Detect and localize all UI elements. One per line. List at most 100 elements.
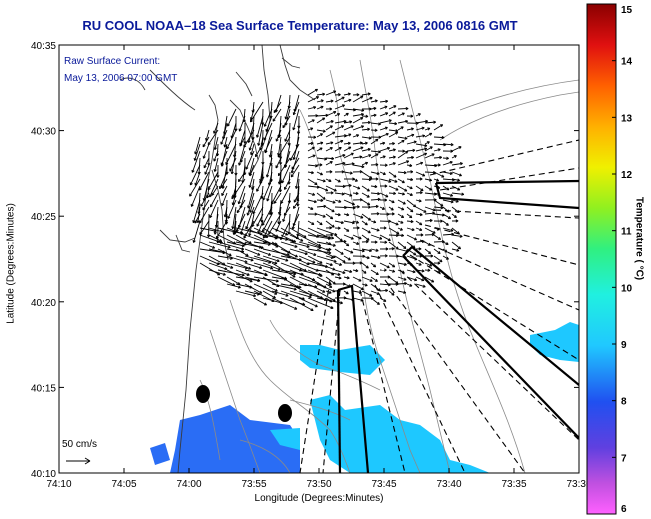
current-vector-arrow-icon: [220, 150, 228, 166]
current-vector-arrow-icon: [343, 199, 355, 206]
current-vector-arrow-icon: [406, 177, 414, 182]
current-vector-arrow-icon: [334, 262, 343, 266]
current-vector-arrow-icon: [415, 220, 423, 226]
current-vector-arrow-icon: [246, 192, 255, 216]
current-vector-arrow-icon: [442, 255, 449, 260]
current-vector-arrow-icon: [397, 199, 406, 205]
current-vector-arrow-icon: [361, 114, 369, 118]
current-vector-arrow-icon: [271, 290, 289, 297]
current-vector-arrow-icon: [307, 255, 323, 264]
current-vector-arrow-icon: [194, 213, 201, 224]
current-vector-arrow-icon: [220, 178, 228, 188]
current-vector-arrow-icon: [424, 178, 433, 182]
current-vector-arrow-icon: [226, 241, 245, 248]
current-vector-arrow-icon: [397, 276, 407, 281]
current-vector-arrow-icon: [352, 93, 360, 97]
current-vector-arrow-icon: [424, 127, 431, 131]
current-vector-arrow-icon: [316, 220, 323, 226]
current-vector-arrow-icon: [325, 107, 333, 111]
current-vector-arrow-icon: [231, 178, 246, 200]
current-vector-arrow-icon: [406, 255, 418, 261]
current-vector-arrow-icon: [343, 171, 353, 175]
coastline: [119, 45, 316, 473]
current-vector-arrow-icon: [424, 276, 435, 283]
current-vector-arrow-icon: [424, 211, 435, 215]
current-vector-arrow-icon: [370, 248, 379, 252]
current-vector-arrow-icon: [316, 192, 326, 200]
current-vector-arrow-icon: [451, 219, 459, 223]
current-vector-arrow-icon: [216, 164, 220, 178]
current-vector-arrow-icon: [442, 248, 448, 253]
current-vector-arrow-icon: [343, 98, 352, 103]
current-vector-arrow-icon: [213, 122, 219, 134]
current-vector-arrow-icon: [253, 297, 267, 306]
current-vector-arrow-icon: [379, 226, 387, 230]
current-vector-arrow-icon: [298, 297, 318, 308]
current-vector-arrow-icon: [415, 254, 423, 258]
current-vector-arrow-icon: [424, 146, 433, 152]
current-vector-arrow-icon: [406, 262, 414, 267]
current-vector-arrow-icon: [397, 106, 409, 111]
colorbar-tick-label: 11: [621, 227, 632, 238]
current-vector-arrow-icon: [343, 152, 354, 159]
current-vector-arrow-icon: [397, 160, 410, 166]
current-vector-arrow-icon: [208, 234, 223, 242]
current-vector-arrow-icon: [361, 147, 371, 152]
current-vector-arrow-icon: [361, 269, 367, 274]
current-vector-arrow-icon: [397, 150, 409, 159]
current-vector-arrow-icon: [388, 199, 395, 204]
current-vector-arrow-icon: [406, 192, 413, 197]
current-vector-arrow-icon: [200, 192, 210, 207]
current-vector-arrow-icon: [406, 155, 414, 160]
current-vector-arrow-icon: [397, 178, 405, 184]
current-vector-arrow-icon: [325, 290, 332, 294]
current-vector-arrow-icon: [281, 164, 291, 184]
current-vector-arrow-icon: [221, 192, 228, 206]
current-vector-arrow-icon: [406, 248, 417, 256]
current-vector-arrow-icon: [397, 119, 409, 124]
current-vector-arrow-icon: [334, 226, 341, 230]
current-vector-arrow-icon: [370, 99, 378, 103]
current-vector-arrow-icon: [442, 171, 453, 175]
current-vector-arrow-icon: [361, 161, 369, 166]
current-vector-arrow-icon: [361, 199, 371, 206]
current-vector-arrow-icon: [352, 283, 364, 291]
current-vector-arrow-icon: [406, 199, 417, 208]
current-vector-arrow-icon: [388, 262, 396, 268]
current-vector-arrow-icon: [361, 220, 368, 226]
current-vector-arrow-icon: [370, 150, 381, 154]
current-vector-arrow-icon: [451, 248, 460, 252]
current-vector-arrow-icon: [249, 199, 255, 213]
current-vector-arrow-icon: [442, 143, 454, 147]
current-vector-arrow-icon: [388, 122, 398, 126]
x-tick-label: 73:35: [501, 479, 526, 490]
current-vector-arrow-icon: [379, 146, 391, 152]
current-vector-arrow-icon: [415, 276, 425, 282]
current-vector-arrow-icon: [209, 178, 219, 198]
current-vector-arrow-icon: [379, 192, 389, 198]
current-vector-arrow-icon: [334, 153, 346, 159]
current-vector-arrow-icon: [211, 185, 219, 196]
current-vector-arrow-icon: [325, 99, 334, 103]
current-vector-arrow-icon: [379, 163, 388, 167]
current-vector-arrow-icon: [217, 241, 245, 251]
current-vector-arrow-icon: [275, 157, 282, 169]
current-vector-arrow-icon: [244, 248, 261, 256]
current-vector-arrow-icon: [334, 213, 341, 217]
current-vector-arrow-icon: [379, 262, 390, 269]
current-vector-arrow-icon: [451, 178, 460, 182]
current-annotation-line2: May 13, 2006 07:00 GMT: [64, 73, 177, 84]
current-vector-arrow-icon: [334, 269, 346, 275]
current-vector-arrow-icon: [272, 108, 282, 122]
current-vector-arrow-icon: [307, 154, 316, 159]
current-vector-arrow-icon: [223, 136, 228, 148]
current-vector-arrow-icon: [307, 199, 317, 204]
current-vector-arrow-icon: [442, 227, 454, 232]
y-tick-label: 40:15: [31, 383, 56, 394]
current-vector-arrow-icon: [433, 124, 444, 131]
current-vector-arrow-icon: [451, 171, 462, 177]
current-vector-arrow-icon: [236, 199, 246, 214]
current-vector-arrow-icon: [406, 219, 414, 224]
current-vector-arrow-icon: [352, 117, 364, 124]
